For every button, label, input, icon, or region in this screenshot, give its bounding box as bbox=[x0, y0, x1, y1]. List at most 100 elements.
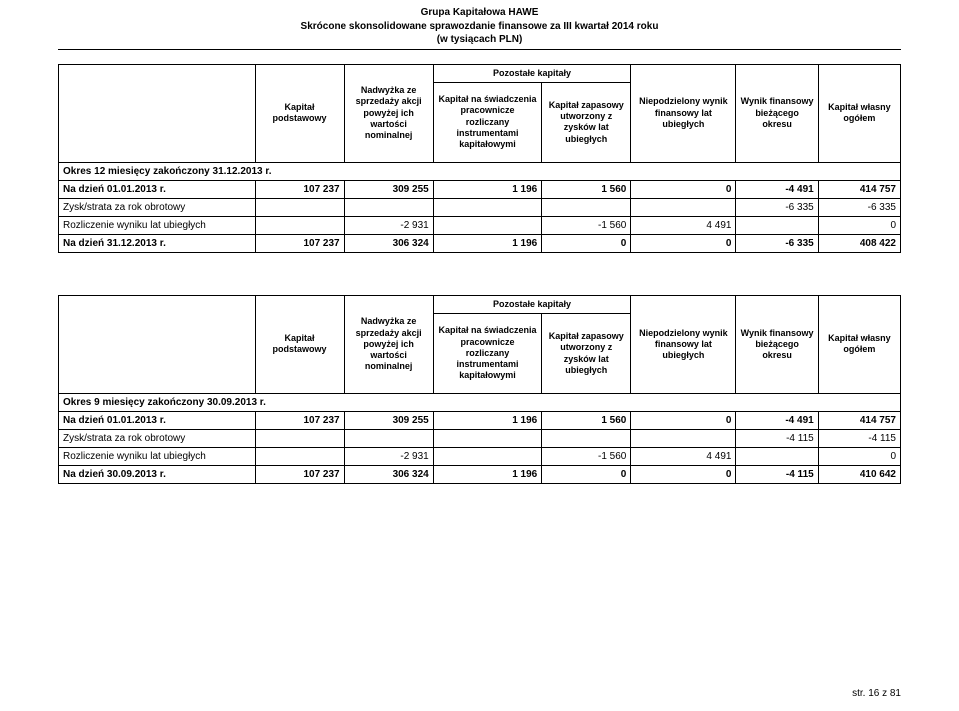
cell-value: -4 115 bbox=[736, 466, 818, 484]
cell-value bbox=[631, 198, 736, 216]
row-label: Na dzień 01.01.2013 r. bbox=[59, 180, 256, 198]
cell-value: -1 560 bbox=[542, 216, 631, 234]
cell-value: -6 335 bbox=[818, 198, 900, 216]
cell-value bbox=[542, 430, 631, 448]
cell-value bbox=[433, 216, 542, 234]
cell-value bbox=[255, 448, 344, 466]
col-zapasowy: Kapitał zapasowy utworzony z zysków lat … bbox=[542, 314, 631, 394]
period-label: Okres 12 miesięcy zakończony 31.12.2013 … bbox=[59, 162, 901, 180]
cell-value: 414 757 bbox=[818, 412, 900, 430]
cell-value: 306 324 bbox=[344, 234, 433, 252]
row-label: Zysk/strata za rok obrotowy bbox=[59, 198, 256, 216]
cell-value: 0 bbox=[631, 412, 736, 430]
cell-value: 408 422 bbox=[818, 234, 900, 252]
cell-value: 1 196 bbox=[433, 466, 542, 484]
cell-value: -4 491 bbox=[736, 412, 818, 430]
header-rule bbox=[58, 49, 901, 50]
header-spacer bbox=[59, 64, 256, 162]
col-group-pozostale: Pozostałe kapitały bbox=[433, 64, 631, 82]
cell-value bbox=[433, 198, 542, 216]
page-footer: str. 16 z 81 bbox=[852, 688, 901, 699]
col-zapasowy: Kapitał zapasowy utworzony z zysków lat … bbox=[542, 82, 631, 162]
cell-value: -2 931 bbox=[344, 448, 433, 466]
table-row: Zysk/strata za rok obrotowy -6 335-6 335 bbox=[59, 198, 901, 216]
row-label: Zysk/strata za rok obrotowy bbox=[59, 430, 256, 448]
cell-value: 1 196 bbox=[433, 412, 542, 430]
cell-value: -6 335 bbox=[736, 198, 818, 216]
cell-value bbox=[542, 198, 631, 216]
cell-value: 414 757 bbox=[818, 180, 900, 198]
header-line-1: Grupa Kapitałowa HAWE bbox=[0, 6, 959, 20]
table2-body: Okres 9 miesięcy zakończony 30.09.2013 r… bbox=[59, 394, 901, 484]
cell-value: -4 115 bbox=[736, 430, 818, 448]
col-wynik-biezacy: Wynik finansowy bieżącego okresu bbox=[736, 64, 818, 162]
col-kapital-ogolem: Kapitał własny ogółem bbox=[818, 64, 900, 162]
col-swiadczenia: Kapitał na świadczenia pracownicze rozli… bbox=[433, 314, 542, 394]
cell-value: 410 642 bbox=[818, 466, 900, 484]
row-label: Na dzień 31.12.2013 r. bbox=[59, 234, 256, 252]
equity-table-1: Kapitał podstawowy Nadwyżka ze sprzedaży… bbox=[58, 64, 901, 253]
col-niepodzielony: Niepodzielony wynik finansowy lat ubiegł… bbox=[631, 64, 736, 162]
header-line-2: Skrócone skonsolidowane sprawozdanie fin… bbox=[0, 20, 959, 34]
cell-value: 107 237 bbox=[255, 234, 344, 252]
col-kapital-podstawowy: Kapitał podstawowy bbox=[255, 295, 344, 393]
table1-body: Okres 12 miesięcy zakończony 31.12.2013 … bbox=[59, 162, 901, 252]
cell-value: -6 335 bbox=[736, 234, 818, 252]
table-row: Okres 9 miesięcy zakończony 30.09.2013 r… bbox=[59, 394, 901, 412]
table-row: Zysk/strata za rok obrotowy -4 115-4 115 bbox=[59, 430, 901, 448]
document-header: Grupa Kapitałowa HAWE Skrócone skonsolid… bbox=[0, 0, 959, 47]
table-row: Na dzień 30.09.2013 r.107 237306 3241 19… bbox=[59, 466, 901, 484]
table-row: Na dzień 01.01.2013 r.107 237309 2551 19… bbox=[59, 180, 901, 198]
row-label: Rozliczenie wyniku lat ubiegłych bbox=[59, 448, 256, 466]
cell-value: -4 491 bbox=[736, 180, 818, 198]
col-wynik-biezacy: Wynik finansowy bieżącego okresu bbox=[736, 295, 818, 393]
cell-value bbox=[736, 448, 818, 466]
table-row: Okres 12 miesięcy zakończony 31.12.2013 … bbox=[59, 162, 901, 180]
cell-value: 1 560 bbox=[542, 412, 631, 430]
cell-value bbox=[433, 448, 542, 466]
col-niepodzielony: Niepodzielony wynik finansowy lat ubiegł… bbox=[631, 295, 736, 393]
equity-table-2: Kapitał podstawowy Nadwyżka ze sprzedaży… bbox=[58, 295, 901, 484]
cell-value: 309 255 bbox=[344, 180, 433, 198]
cell-value: 1 560 bbox=[542, 180, 631, 198]
cell-value bbox=[344, 198, 433, 216]
col-nadwyzka: Nadwyżka ze sprzedaży akcji powyżej ich … bbox=[344, 64, 433, 162]
cell-value: 306 324 bbox=[344, 466, 433, 484]
cell-value bbox=[433, 430, 542, 448]
content-area: Kapitał podstawowy Nadwyżka ze sprzedaży… bbox=[0, 64, 959, 485]
row-label: Rozliczenie wyniku lat ubiegłych bbox=[59, 216, 256, 234]
cell-value: 1 196 bbox=[433, 234, 542, 252]
cell-value: 0 bbox=[631, 234, 736, 252]
cell-value: 107 237 bbox=[255, 412, 344, 430]
cell-value bbox=[736, 216, 818, 234]
table-row: Rozliczenie wyniku lat ubiegłych -2 931 -1… bbox=[59, 448, 901, 466]
col-kapital-ogolem: Kapitał własny ogółem bbox=[818, 295, 900, 393]
cell-value: 0 bbox=[631, 466, 736, 484]
cell-value bbox=[255, 216, 344, 234]
period-label: Okres 9 miesięcy zakończony 30.09.2013 r… bbox=[59, 394, 901, 412]
cell-value: 4 491 bbox=[631, 448, 736, 466]
cell-value: 1 196 bbox=[433, 180, 542, 198]
col-group-pozostale: Pozostałe kapitały bbox=[433, 295, 631, 313]
cell-value: 309 255 bbox=[344, 412, 433, 430]
cell-value: 0 bbox=[818, 448, 900, 466]
cell-value bbox=[255, 430, 344, 448]
cell-value: -4 115 bbox=[818, 430, 900, 448]
cell-value: 107 237 bbox=[255, 466, 344, 484]
col-kapital-podstawowy: Kapitał podstawowy bbox=[255, 64, 344, 162]
cell-value: 0 bbox=[542, 234, 631, 252]
header-line-3: (w tysiącach PLN) bbox=[0, 33, 959, 47]
col-swiadczenia: Kapitał na świadczenia pracownicze rozli… bbox=[433, 82, 542, 162]
table-row: Na dzień 01.01.2013 r.107 237309 2551 19… bbox=[59, 412, 901, 430]
cell-value: -1 560 bbox=[542, 448, 631, 466]
table-row: Na dzień 31.12.2013 r.107 237306 3241 19… bbox=[59, 234, 901, 252]
cell-value: 0 bbox=[631, 180, 736, 198]
col-nadwyzka: Nadwyżka ze sprzedaży akcji powyżej ich … bbox=[344, 295, 433, 393]
row-label: Na dzień 30.09.2013 r. bbox=[59, 466, 256, 484]
cell-value bbox=[255, 198, 344, 216]
cell-value bbox=[344, 430, 433, 448]
cell-value bbox=[631, 430, 736, 448]
cell-value: 107 237 bbox=[255, 180, 344, 198]
cell-value: 0 bbox=[818, 216, 900, 234]
cell-value: 4 491 bbox=[631, 216, 736, 234]
